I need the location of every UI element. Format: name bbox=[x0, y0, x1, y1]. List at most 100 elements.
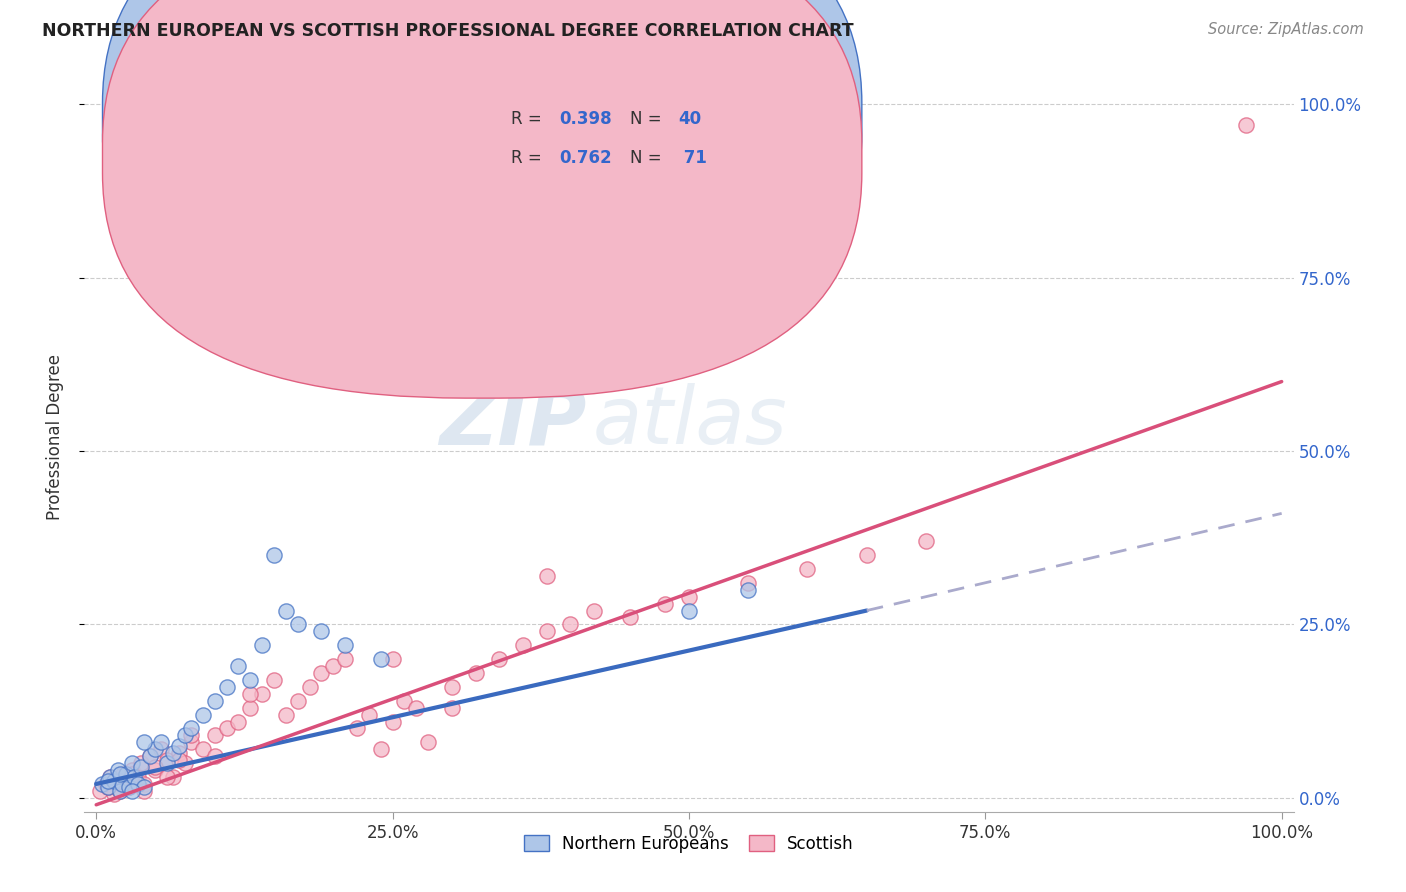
Point bbox=[115, 777, 138, 791]
Point bbox=[204, 728, 226, 742]
Point bbox=[915, 534, 938, 549]
Point bbox=[97, 780, 120, 795]
Point bbox=[311, 665, 333, 680]
Point bbox=[122, 773, 145, 788]
Point bbox=[274, 603, 297, 617]
Point bbox=[287, 617, 309, 632]
Point bbox=[108, 766, 131, 780]
Point bbox=[311, 624, 333, 639]
Point bbox=[512, 638, 534, 652]
Point bbox=[239, 687, 262, 701]
Point bbox=[654, 597, 676, 611]
Point bbox=[394, 694, 416, 708]
Y-axis label: Professional Degree: Professional Degree bbox=[45, 354, 63, 520]
Point bbox=[129, 759, 152, 773]
Point bbox=[167, 746, 190, 760]
Point bbox=[215, 680, 238, 694]
Point bbox=[145, 742, 167, 756]
Point bbox=[111, 777, 134, 791]
Point bbox=[156, 756, 179, 771]
FancyBboxPatch shape bbox=[103, 0, 862, 359]
Point bbox=[127, 777, 149, 791]
Point bbox=[322, 659, 344, 673]
Point bbox=[228, 659, 250, 673]
Point bbox=[274, 707, 297, 722]
FancyBboxPatch shape bbox=[447, 93, 755, 186]
Point bbox=[263, 548, 285, 562]
Text: NORTHERN EUROPEAN VS SCOTTISH PROFESSIONAL DEGREE CORRELATION CHART: NORTHERN EUROPEAN VS SCOTTISH PROFESSION… bbox=[42, 22, 853, 40]
Point bbox=[132, 780, 155, 795]
Point bbox=[129, 756, 152, 771]
Text: R =: R = bbox=[512, 110, 547, 128]
Point bbox=[737, 575, 759, 590]
Point bbox=[94, 777, 117, 791]
Point bbox=[138, 749, 160, 764]
Point bbox=[115, 766, 138, 780]
Point bbox=[167, 753, 190, 767]
Point bbox=[191, 707, 214, 722]
Point bbox=[250, 687, 273, 701]
Point bbox=[118, 780, 141, 795]
Point bbox=[150, 742, 173, 756]
Point bbox=[619, 610, 641, 624]
Point bbox=[103, 788, 125, 802]
Point bbox=[250, 638, 273, 652]
Point bbox=[145, 759, 167, 773]
Point bbox=[191, 742, 214, 756]
Point bbox=[107, 763, 129, 777]
Point bbox=[150, 735, 173, 749]
Point bbox=[103, 773, 125, 788]
Text: 0.762: 0.762 bbox=[560, 149, 612, 167]
Point bbox=[737, 582, 759, 597]
Point bbox=[121, 766, 143, 780]
Point bbox=[560, 617, 582, 632]
Point bbox=[180, 722, 202, 736]
Point bbox=[108, 784, 131, 798]
Point bbox=[180, 728, 202, 742]
Point bbox=[215, 722, 238, 736]
Point bbox=[156, 753, 179, 767]
Point bbox=[370, 742, 392, 756]
Text: Source: ZipAtlas.com: Source: ZipAtlas.com bbox=[1208, 22, 1364, 37]
Point bbox=[156, 770, 179, 784]
Point bbox=[122, 770, 145, 784]
Point bbox=[174, 756, 197, 771]
Text: 71: 71 bbox=[678, 149, 707, 167]
Point bbox=[204, 694, 226, 708]
Point bbox=[107, 773, 129, 788]
Point bbox=[239, 673, 262, 687]
Point bbox=[127, 770, 149, 784]
Point bbox=[121, 763, 143, 777]
Point bbox=[418, 735, 440, 749]
Point bbox=[333, 652, 356, 666]
Text: 40: 40 bbox=[678, 110, 702, 128]
Point bbox=[162, 770, 184, 784]
Point bbox=[97, 780, 120, 795]
Point bbox=[440, 700, 463, 714]
Text: N =: N = bbox=[630, 149, 666, 167]
Point bbox=[298, 680, 321, 694]
Point bbox=[100, 770, 122, 784]
Point bbox=[357, 707, 380, 722]
Point bbox=[138, 749, 160, 764]
Point bbox=[108, 784, 131, 798]
Point bbox=[381, 714, 404, 729]
Point bbox=[263, 673, 285, 687]
Text: N =: N = bbox=[630, 110, 666, 128]
Point bbox=[333, 638, 356, 652]
Point bbox=[174, 728, 197, 742]
Point bbox=[132, 777, 155, 791]
Point bbox=[488, 652, 510, 666]
Point bbox=[132, 735, 155, 749]
Point bbox=[381, 652, 404, 666]
Text: atlas: atlas bbox=[592, 383, 787, 461]
Point bbox=[167, 739, 190, 753]
Point bbox=[536, 624, 558, 639]
Point bbox=[108, 773, 131, 788]
Point bbox=[180, 735, 202, 749]
Point bbox=[228, 714, 250, 729]
Point bbox=[97, 780, 120, 795]
Point bbox=[583, 603, 606, 617]
Point bbox=[204, 749, 226, 764]
Point bbox=[145, 763, 167, 777]
